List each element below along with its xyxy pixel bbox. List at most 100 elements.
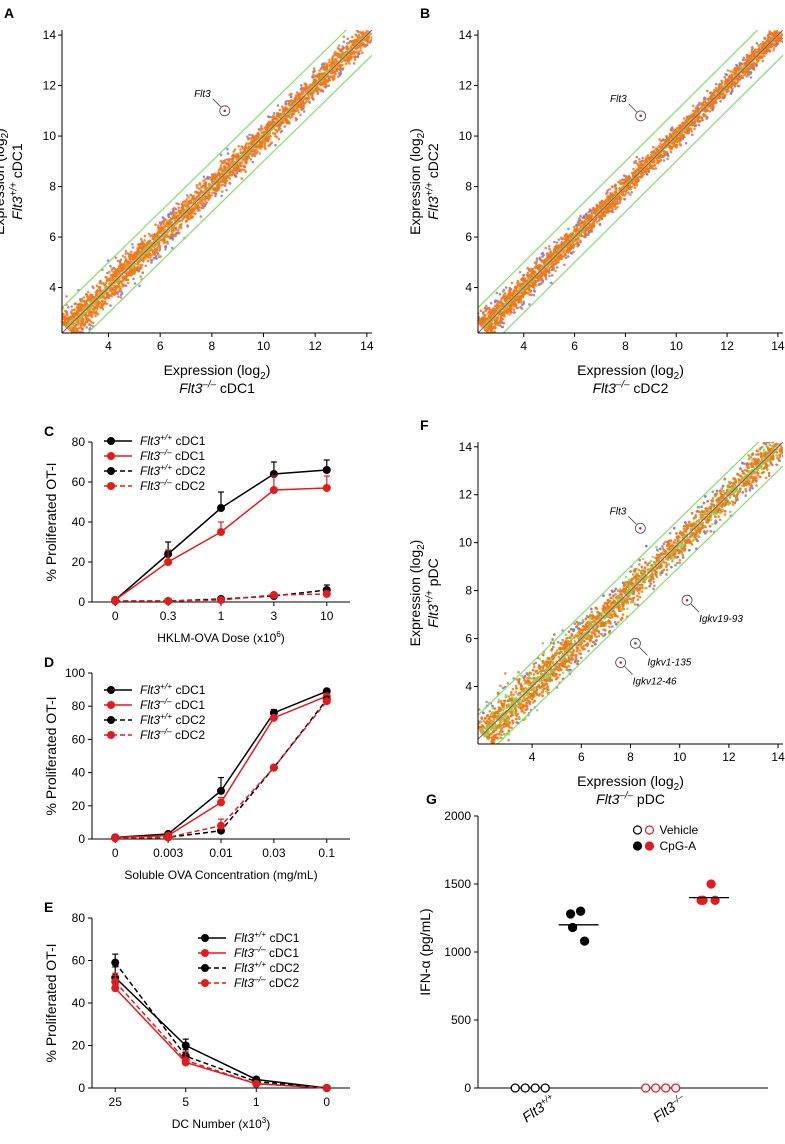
data-point (294, 110, 297, 113)
data-point (356, 29, 359, 32)
data-point (353, 62, 356, 65)
data-point (245, 142, 248, 145)
data-point (739, 65, 742, 68)
data-point (103, 284, 106, 287)
data-point (197, 203, 200, 206)
data-point (226, 162, 229, 165)
data-point (310, 83, 313, 86)
data-point (145, 254, 148, 257)
data-point (190, 194, 193, 197)
data-point (165, 224, 168, 227)
data-point (215, 183, 218, 186)
data-point (111, 293, 114, 296)
data-point (134, 253, 137, 256)
data-point (220, 195, 223, 198)
data-point (106, 292, 109, 295)
data-point (57, 314, 60, 317)
data-point (221, 190, 224, 193)
data-point (277, 104, 280, 107)
data-point (86, 293, 89, 296)
data-point (314, 75, 317, 78)
data-point (343, 41, 346, 44)
data-point (103, 302, 106, 305)
data-point (556, 266, 559, 269)
data-point (333, 74, 336, 77)
data-point (81, 327, 84, 330)
label-text: ) (0, 128, 7, 133)
data-point (82, 318, 85, 321)
data-point (235, 155, 238, 158)
data-point (236, 167, 239, 170)
data-point (283, 110, 286, 113)
data-point (200, 186, 203, 189)
data-point (260, 125, 263, 128)
data-point (596, 221, 599, 224)
data-point (94, 315, 97, 318)
data-point (691, 134, 694, 137)
data-point (346, 37, 349, 40)
data-point (216, 188, 219, 191)
data-point (84, 322, 87, 325)
data-point (715, 87, 718, 90)
data-point (772, 49, 775, 52)
data-point (318, 77, 321, 80)
data-point (199, 183, 202, 186)
data-point (322, 73, 325, 76)
data-point (167, 236, 170, 239)
data-point (76, 329, 79, 332)
data-point (196, 192, 199, 195)
data-point (350, 55, 353, 58)
data-point (337, 75, 340, 78)
data-point (337, 56, 340, 59)
data-point (218, 182, 221, 185)
data-point (248, 137, 251, 140)
data-point (140, 238, 143, 241)
data-point (361, 51, 364, 54)
data-point (110, 279, 113, 282)
label-text: Expression (log (0, 138, 7, 235)
data-point (333, 54, 336, 57)
data-point (333, 62, 336, 65)
data-point (88, 308, 91, 311)
data-point (324, 79, 327, 82)
data-point (372, 35, 375, 38)
data-point (194, 212, 197, 215)
data-point (71, 309, 74, 312)
data-point (241, 161, 244, 164)
data-point (155, 249, 158, 252)
data-point (123, 275, 126, 278)
data-point (196, 184, 199, 187)
data-point (106, 279, 109, 282)
data-point (70, 305, 73, 308)
data-point (198, 209, 201, 212)
data-point (167, 213, 170, 216)
data-point (165, 233, 168, 236)
data-point (237, 156, 240, 159)
data-point (328, 79, 331, 82)
data-point (229, 158, 232, 161)
data-point (264, 141, 267, 144)
data-point (151, 259, 154, 262)
data-point (220, 164, 223, 167)
data-point (300, 84, 303, 87)
data-point (117, 295, 120, 298)
data-point (652, 167, 655, 170)
data-point (138, 270, 141, 273)
data-point (154, 253, 157, 256)
data-point (199, 193, 202, 196)
data-point (128, 255, 131, 258)
data-point (91, 316, 94, 319)
data-point (341, 68, 344, 71)
data-point (782, 34, 785, 37)
data-point (133, 268, 136, 271)
data-point (297, 111, 300, 114)
data-point (66, 322, 69, 325)
data-point (230, 171, 233, 174)
data-point (200, 215, 203, 218)
data-point (291, 113, 294, 116)
data-point (201, 207, 204, 210)
data-point (247, 156, 250, 159)
data-point (721, 82, 724, 85)
data-point (59, 318, 62, 321)
data-point (140, 275, 143, 278)
